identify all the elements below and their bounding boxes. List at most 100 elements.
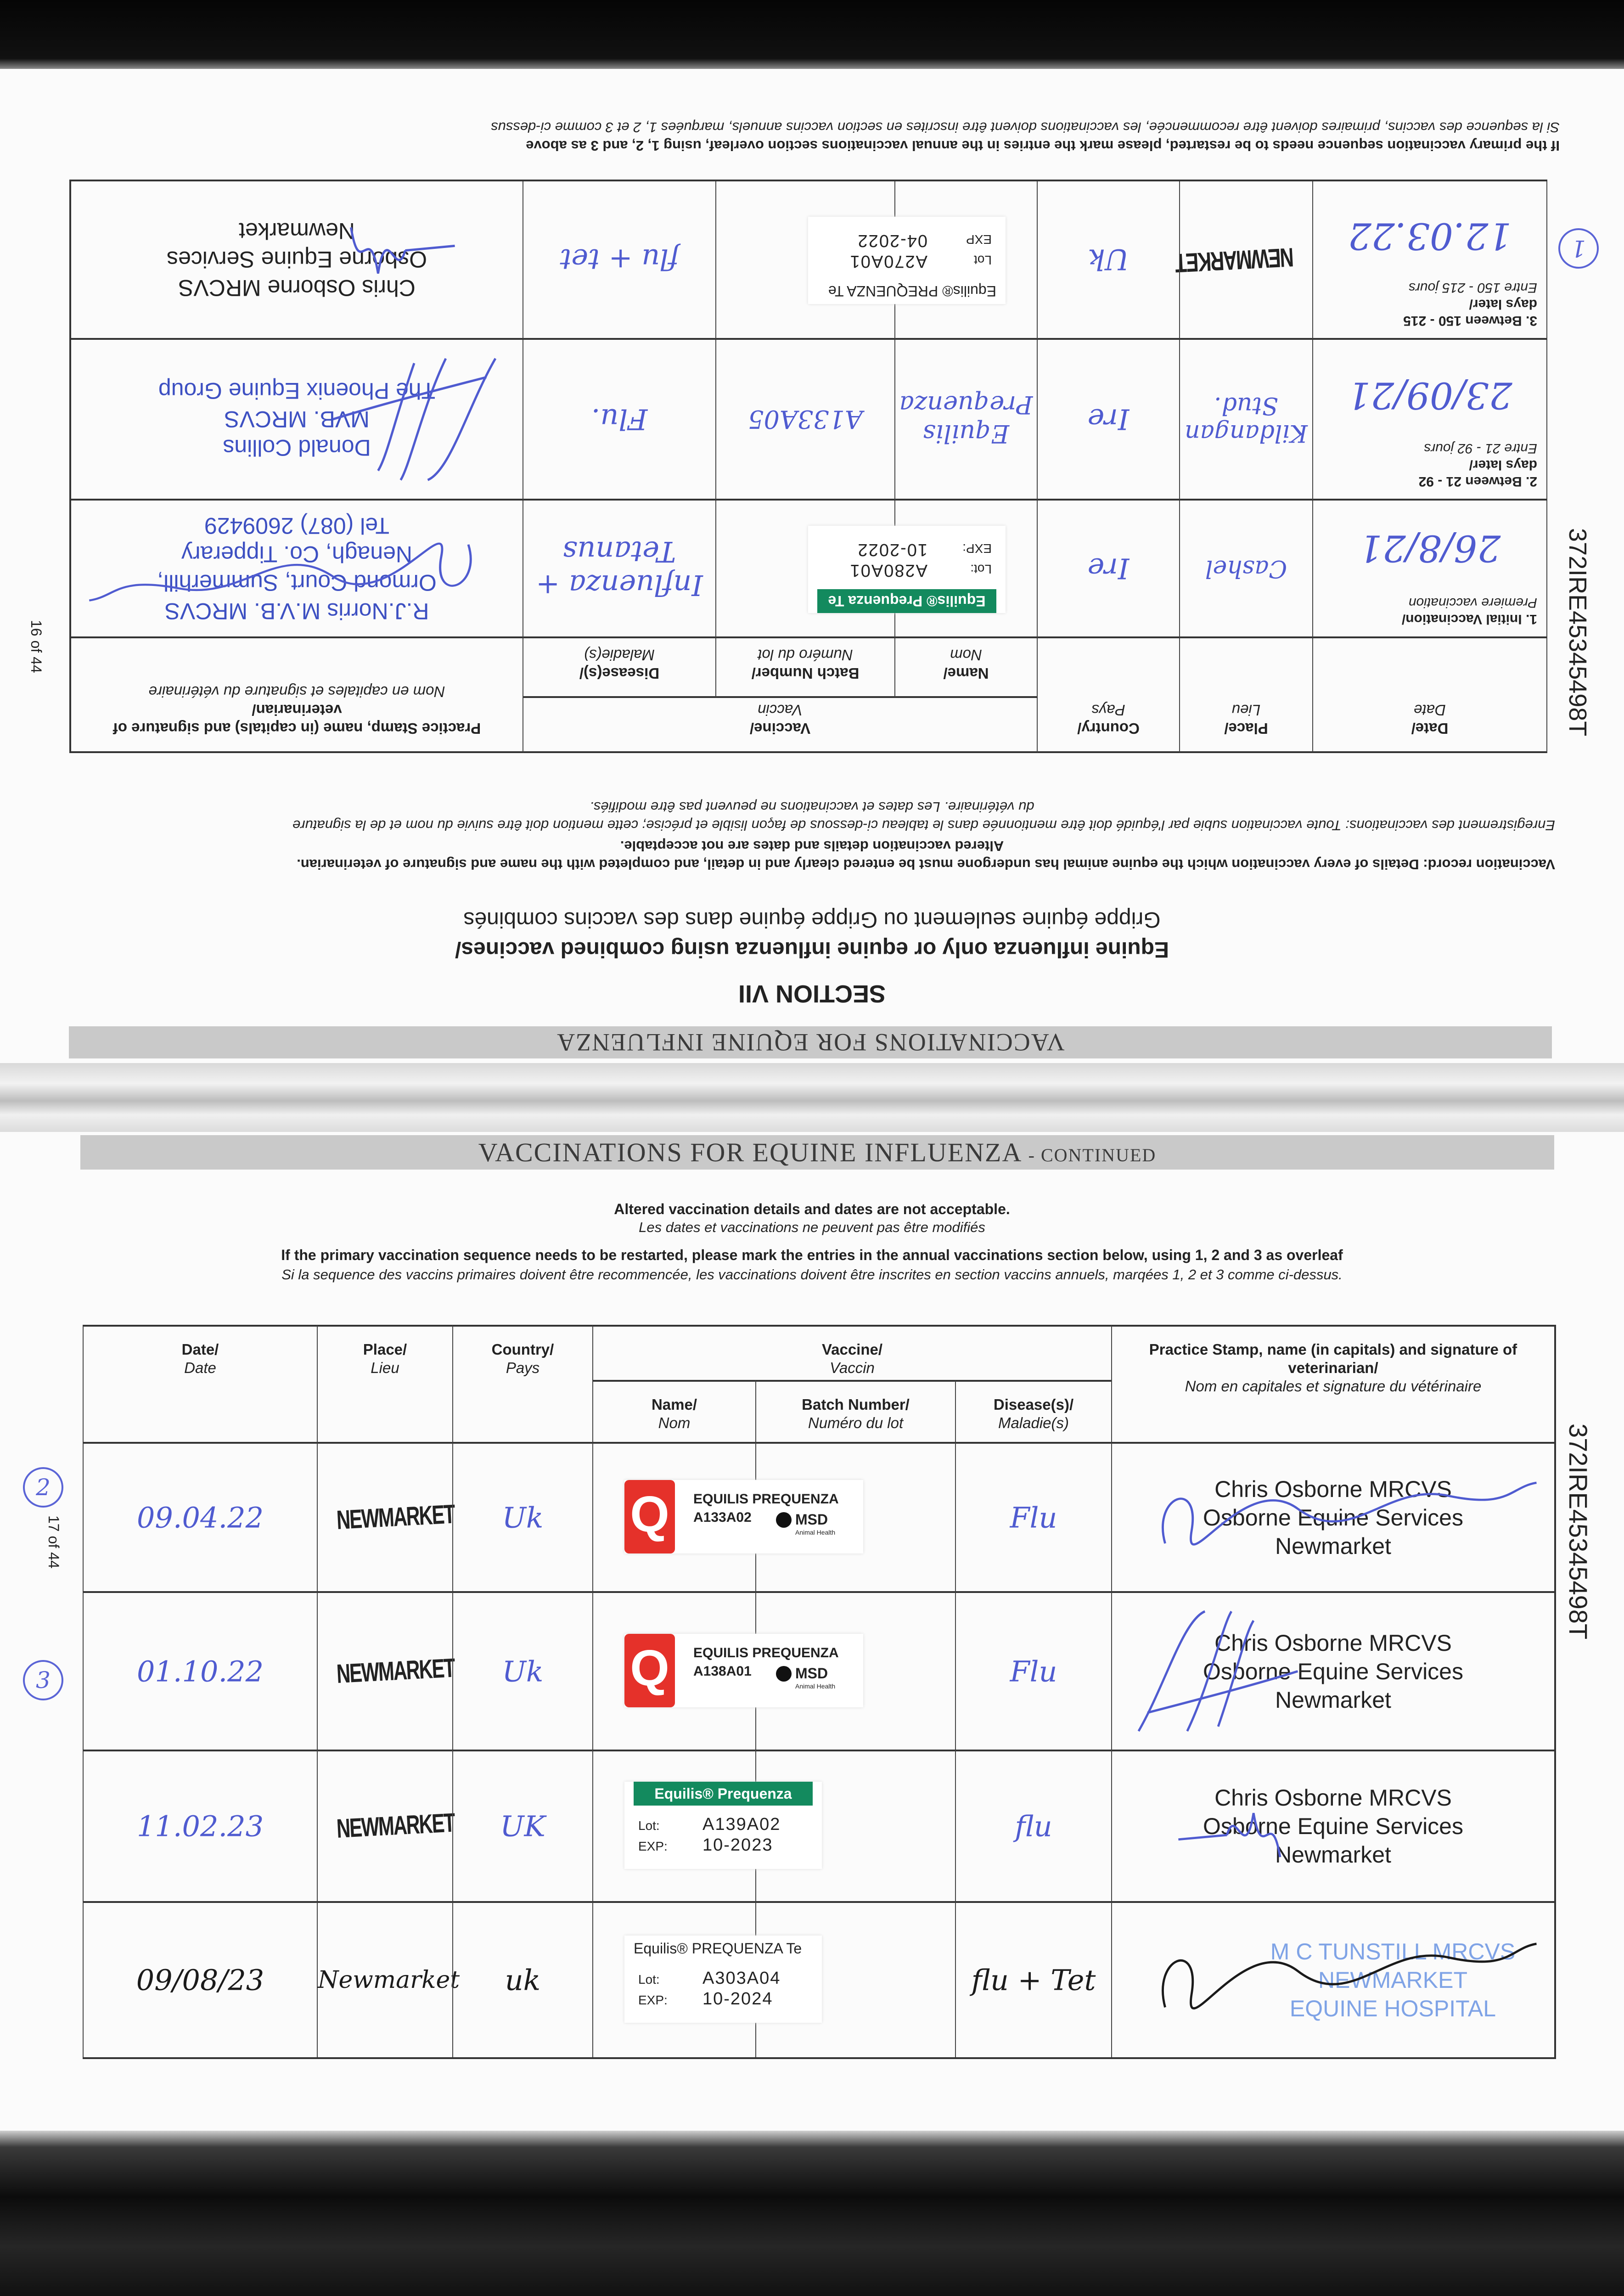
header-vaccine: Vaccine/Vaccin (523, 698, 1038, 753)
header-batch-label-fr: Numéro du lot (758, 647, 853, 664)
batch-number-cell: A133A05 (716, 340, 895, 501)
country-cell: Ire (1038, 340, 1180, 501)
place-cell: NEWMARKET (317, 1442, 455, 1591)
date-value: 11.02.23 (136, 1809, 264, 1843)
header-date-label-fr: Date (184, 1359, 216, 1376)
disease-value: Flu (1010, 1654, 1057, 1688)
stamp-line: M C TUNSTILL MRCVS (1270, 1939, 1516, 1964)
sticker-exp: 10-2023 (702, 1835, 773, 1855)
header-vaccine: Vaccine/Vaccin (592, 1325, 1111, 1380)
sticker-exp: 04-2022 (857, 231, 927, 251)
page-number: 17 of 44 (45, 1515, 62, 1569)
disease-value: Flu (1010, 1501, 1057, 1534)
date-value: 26/8/21 (1359, 527, 1501, 570)
header-practice: Practice Stamp, name (in capitals) and s… (71, 638, 523, 753)
record-instructions-fr: Enregistrement des vaccinations: Toute v… (292, 817, 1555, 833)
stamp-line: Osborne Equine Services (1203, 1658, 1463, 1684)
section-banner-continued: VACCINATIONS FOR EQUINE INFLUENZA - CONT… (80, 1135, 1554, 1170)
date-value: 12.03.22 (1348, 214, 1512, 258)
disease-value: flu + tet (560, 243, 679, 276)
date-cell: 3. Between 150 - 215 days later/Entre 150… (1313, 181, 1547, 340)
disease-cell: Flu. (523, 340, 716, 501)
sticker-exp: 10-2024 (702, 1989, 773, 2009)
row-label-fr: Entre 150 - 215 jours (1408, 280, 1537, 295)
passport-id: 372IRE45345498T (1564, 1424, 1593, 1640)
batch-number-value: A133A05 (748, 405, 863, 434)
restart-instructions: If the primary vaccination sequence need… (281, 1247, 1343, 1263)
date-cell: 09/08/23 (83, 1901, 317, 2057)
vaccination-table-primary: Date/Date Place/Lieu Country/Pays Vaccine/V… (69, 180, 1547, 753)
altered-notice: Altered vaccination details and dates ar… (620, 838, 1004, 854)
sticker-lot: A303A04 (702, 1969, 781, 1988)
header-practice-label-fr: Nom en capitales et signature du vétérin… (148, 683, 445, 700)
sticker-lot-label: Lot: (638, 1818, 660, 1833)
practice-stamp-cell: R.J.Norris M.V.B. MRCVS Ormond Court, Sum… (71, 501, 523, 638)
header-disease: Disease(s)/Maladie(s) (523, 638, 716, 698)
header-batch-label: Batch Number/ (751, 665, 860, 682)
stamp-line: Chris Osborne MRCVS (1214, 1476, 1452, 1502)
header-country: Country/Pays (1038, 638, 1180, 753)
header-name: Name/Nom (895, 638, 1038, 698)
disease-cell: Flu (955, 1591, 1111, 1750)
place-cell: Cashel (1180, 501, 1313, 638)
sticker-lot: A138A01 (693, 1663, 752, 1679)
q-logo-icon: Q (624, 1633, 675, 1707)
banner-title: VACCINATIONS FOR EQUINE INFLUENZA (478, 1137, 1021, 1167)
header-place-label-fr: Lieu (1231, 702, 1261, 719)
sticker-lot: A270A01 (849, 252, 927, 271)
stamp-line: Chris Osborne MRCVS (1214, 1630, 1452, 1656)
country-cell: uk (452, 1901, 592, 2057)
sticker-brand: Equilis® PREQUENZA Te (828, 283, 996, 300)
vaccine-sticker: Q EQUILIS PREQUENZA A138A01 MSD Animal Healt… (624, 1633, 863, 1707)
row-label-en-2: days later/ (1469, 297, 1537, 312)
sticker-maker-sub: Animal Health (795, 1682, 836, 1690)
row-label-en: 2. Between 21 - 92 (1418, 474, 1537, 489)
stamp-line: NEWMARKET (1318, 1967, 1467, 1993)
scanner-border-top (0, 0, 1624, 69)
header-batch: Batch Number/Numéro du lot (716, 638, 895, 698)
sticker-brand: Equilis® PREQUENZA Te (634, 1940, 802, 1957)
restart-instructions-fr: Si la sequence des vaccins, primaires do… (491, 119, 1560, 135)
header-name-label-fr: Nom (658, 1414, 691, 1431)
date-value: 23/09/21 (1347, 374, 1512, 417)
place-cell: Newmarket (317, 1901, 460, 2057)
header-name-label-fr: Nom (950, 647, 982, 664)
row-label-fr: Premiere vaccination (1408, 595, 1537, 610)
header-disease-label: Disease(s)/ (993, 1396, 1074, 1413)
practice-stamp-cell: M C TUNSTILL MRCVS NEWMARKET EQUINE HOSPIT… (1111, 1901, 1554, 2057)
vaccine-sticker: Equilis® Prequenza Lot: A139A02 EXP: 10-2023 (624, 1782, 822, 1869)
disease-value: flu (1015, 1809, 1052, 1843)
place-cell: NEWMARKET (1175, 181, 1313, 340)
header-country-label: Country/ (491, 1341, 554, 1358)
stamp-line: Newmarket (1275, 1842, 1391, 1868)
sticker-exp-label: EXP (966, 232, 992, 247)
stamp-line: R.J.Norris M.V.B. MRCVS (164, 598, 429, 624)
practice-stamp-cell: Chris Osborne MRCVS Osborne Equine Servic… (71, 181, 523, 340)
banner-title: VACCINATIONS FOR EQUINE INFLUENZA (556, 1029, 1065, 1056)
disease-cell: Flu (955, 1442, 1111, 1591)
header-date-label: Date/ (1411, 720, 1449, 737)
disease-cell: flu + Tet (955, 1901, 1111, 2057)
book-fold (0, 1063, 1624, 1132)
sticker-exp-label: EXP: (638, 1839, 668, 1853)
disease-cell: Influenza + Tetanus (523, 501, 716, 638)
practice-stamp: R.J.Norris M.V.B. MRCVS Ormond Court, Sum… (71, 512, 523, 625)
practice-stamp: Chris Osborne MRCVS Osborne Equine Servic… (1112, 1475, 1554, 1560)
country-value: Uk (1088, 243, 1129, 276)
practice-stamp: Chris Osborne MRCVS Osborne Equine Servic… (71, 217, 523, 303)
stamp-line: Donald Collins (223, 435, 371, 461)
vaccine-sticker: Equilis® PREQUENZA Te Lot A270A01 EXP 04-202… (808, 217, 1006, 304)
header-vaccine-label-fr: Vaccin (830, 1359, 875, 1376)
header-country-label: Country/ (1077, 720, 1140, 737)
header-practice-label: Practice Stamp, name (in capitals) and s… (1149, 1341, 1517, 1376)
country-cell: Ire (1038, 501, 1180, 638)
header-date-label: Date/ (181, 1341, 219, 1358)
record-instructions-fr-2: du vétérinaire. Les dates et vaccination… (590, 799, 1034, 815)
sticker-brand: EQUILIS PREQUENZA (693, 1491, 839, 1507)
stamp-line: Osborne Equine Services (1203, 1504, 1463, 1531)
header-country-label-fr: Pays (506, 1359, 540, 1376)
header-batch: Batch Number/Numéro du lot (755, 1380, 955, 1442)
header-place-label-fr: Lieu (371, 1359, 399, 1376)
margin-mark-circled: 2 (23, 1467, 63, 1508)
date-cell: 2. Between 21 - 92 days later/Entre 21 - … (1313, 340, 1547, 501)
